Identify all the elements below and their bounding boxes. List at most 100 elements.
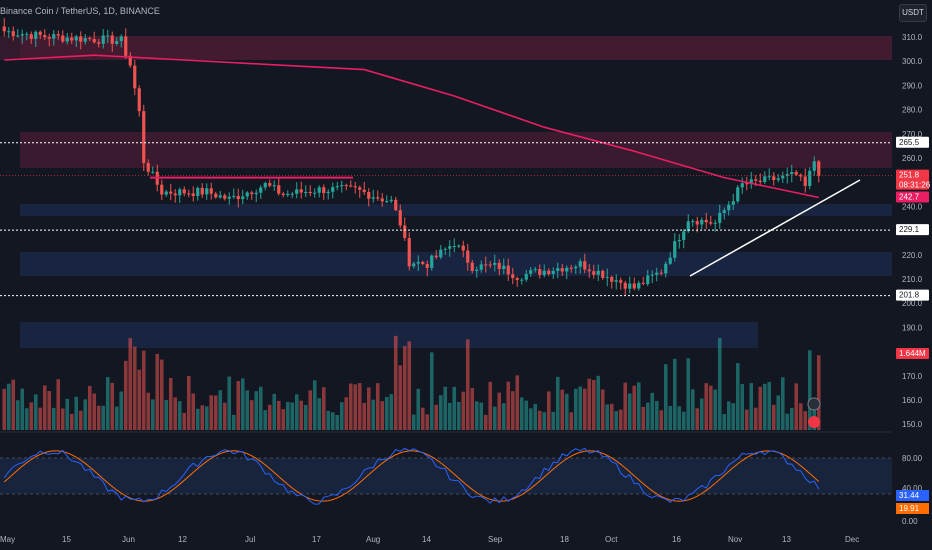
volume-bar [465,339,470,430]
volume-bar [708,385,713,430]
volume-bar [182,412,187,430]
volume-bar [438,395,443,430]
volume-bar [362,402,367,430]
volume-zone [20,322,758,348]
candle-body [65,37,69,42]
candle-body [110,35,114,44]
zone-1 [20,132,892,168]
volume-bar [416,388,421,430]
candle-body [479,264,483,270]
volume-bar [218,390,223,430]
volume-bar [771,404,776,430]
volume-bar [704,383,709,430]
price-tick: 280.0 [902,106,923,115]
candle-body [358,187,362,190]
candle-body [425,263,429,268]
candle-body [515,278,519,281]
candle-body [497,262,501,269]
currency-button[interactable]: USDT [899,4,927,22]
time-tick: Aug [366,535,380,544]
volume-bar [627,393,632,430]
candle-body [578,261,582,267]
candle-body [151,171,155,173]
volume-bar [249,400,254,430]
candle-body [569,267,573,269]
volume-bar [623,382,628,430]
price-badge-label: 251.8 [899,171,920,180]
horizontal-lines[interactable] [0,142,892,297]
candle-body [146,162,150,172]
volume-bar [398,365,403,430]
volume-bar [492,406,497,430]
candle-body [128,55,132,66]
candle-body [290,193,294,195]
volume-bar [299,400,304,430]
candle-body [443,248,447,250]
candle-body [736,187,740,202]
candle-body [587,269,591,272]
candle-body [119,36,123,42]
volume-bar [758,386,763,430]
price-badge [896,224,929,236]
volume-bar [533,403,538,430]
volume-bar [258,386,263,430]
candle-body [785,174,789,176]
volume-bar [272,393,277,430]
candle-body [745,183,749,185]
candlesticks[interactable] [2,18,821,297]
price-axis[interactable]: 310.0300.0290.0280.0270.0260.0250.0240.0… [807,0,932,528]
price-tick: 290.0 [902,81,923,90]
candle-body [331,187,335,192]
stoch-tick: 80.00 [902,454,923,463]
volume-bar [195,408,200,430]
volume-bar [672,358,677,430]
candle-body [2,26,6,32]
candle-body [632,283,636,289]
candle-body [542,270,546,275]
time-axis[interactable]: May 15 Jun 12 Jul 17 Aug 14 Sep 18 Oct 16 Nov 13 Dec [0,528,932,550]
stoch-band [0,458,892,494]
price-tick: 260.0 [902,154,923,163]
candle-body [313,192,317,194]
volume-bar [65,398,70,430]
volume-bar [56,379,61,430]
candle-body [754,179,758,181]
volume-bar [155,353,160,430]
volume-bar [15,400,20,430]
price-badge [896,136,929,148]
volume-bar [276,400,281,430]
stoch-tick: 0.00 [902,517,918,526]
volume-bar [501,403,506,430]
volume-bar [591,380,596,430]
ma-path [4,54,819,199]
volume-bar [254,391,259,430]
volume-bar [803,411,808,430]
price-tick: 150.0 [902,420,923,429]
time-tick: 13 [782,535,791,544]
candle-body [304,191,308,193]
candle-body [182,189,186,194]
candle-body [88,38,92,40]
time-tick: Dec [845,535,859,544]
time-tick: Jul [245,535,255,544]
candle-body [191,193,195,197]
volume-bar [227,376,232,430]
candle-body [677,240,681,242]
volume-bar [744,409,749,430]
volume-bar [222,402,227,430]
candle-body [160,184,164,195]
candle-body [430,255,434,268]
volume-bar [141,350,146,430]
volume-bar [344,397,349,430]
candle-body [511,274,515,279]
candle-body [434,255,438,258]
candle-body [583,261,587,270]
zone-3 [20,252,892,276]
candle-body [83,38,87,42]
candle-body [241,196,245,200]
candle-body [344,185,348,187]
volume-bar [488,381,493,430]
candle-body [218,195,222,198]
price-tick: 300.0 [902,57,923,66]
